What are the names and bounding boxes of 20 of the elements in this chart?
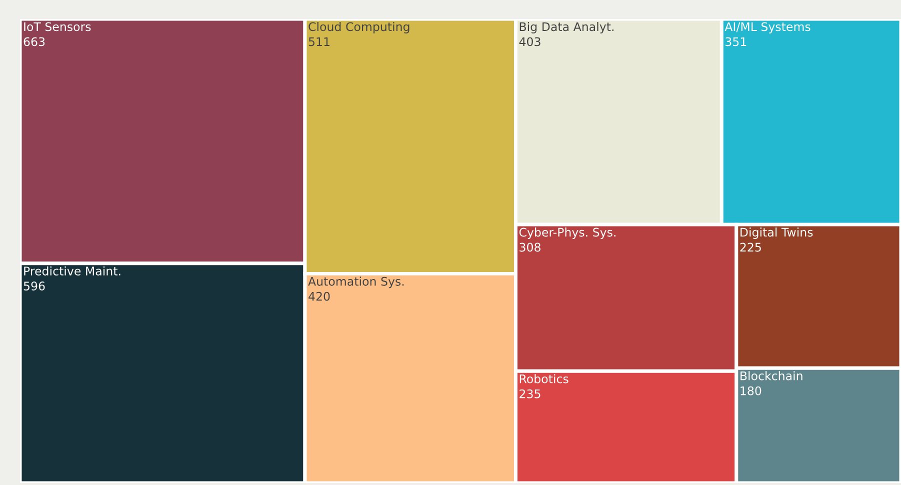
category-label: Cyber-Phys. Sys. [519, 228, 616, 239]
category-label: Predictive Maint. [24, 266, 120, 276]
data-label: 420 [308, 292, 330, 301]
data-label: 225 [740, 242, 761, 252]
category-label: Automation Sys. [308, 276, 404, 288]
category-label: Big Data Analyt. [520, 22, 614, 34]
data-label: 180 [740, 386, 762, 396]
category-label: Blockchain [740, 371, 802, 380]
data-label: 403 [519, 37, 540, 46]
category-label: IoT Sensors [24, 22, 91, 32]
category-label: Cloud Computing [308, 22, 410, 34]
data-label: 596 [24, 282, 45, 290]
data-label: 308 [520, 242, 540, 252]
data-label: 235 [520, 389, 540, 398]
data-label: 511 [308, 37, 330, 46]
data-label: 663 [24, 37, 45, 46]
category-label: AI/ML Systems [724, 22, 810, 34]
data-label: 351 [726, 37, 746, 46]
category-label: Robotics [520, 374, 568, 384]
category-label: Digital Twins [740, 228, 813, 239]
